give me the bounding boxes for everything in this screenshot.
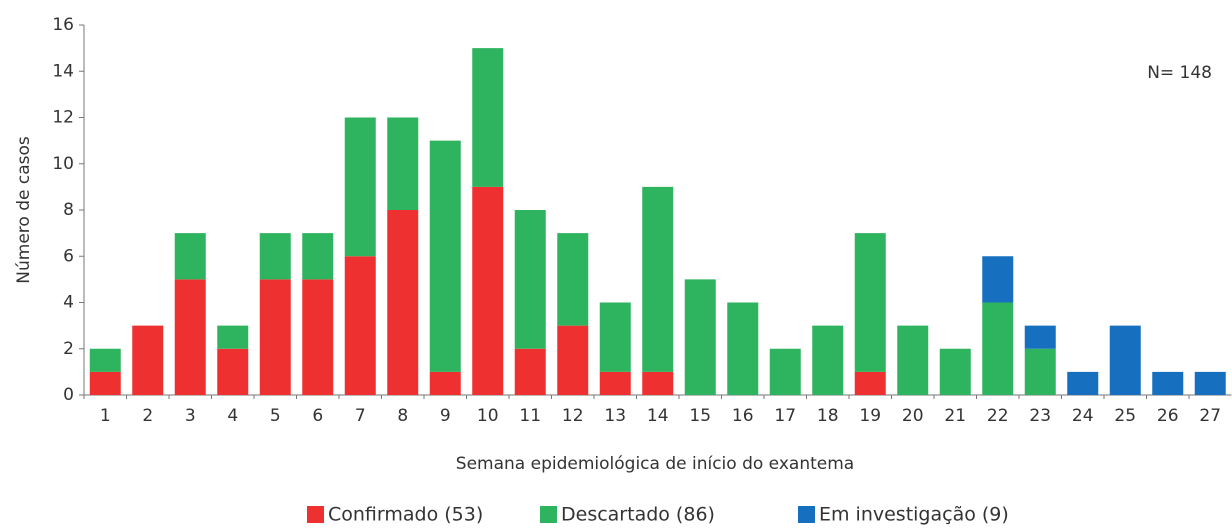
y-tick-label: 6 bbox=[63, 246, 74, 266]
x-tick-label: 5 bbox=[270, 406, 281, 426]
y-tick-label: 0 bbox=[63, 385, 74, 405]
bar-segment bbox=[1067, 371, 1099, 395]
x-tick-label: 15 bbox=[689, 406, 711, 426]
x-tick-label: 17 bbox=[774, 406, 796, 426]
x-tick-label: 2 bbox=[142, 406, 153, 426]
x-tick-label: 9 bbox=[440, 406, 451, 426]
y-axis-label: Número de casos bbox=[14, 136, 34, 284]
bar-segment bbox=[854, 233, 886, 372]
x-tick-label: 20 bbox=[902, 406, 924, 426]
x-tick-label: 26 bbox=[1157, 406, 1179, 426]
bar-segment bbox=[557, 325, 589, 395]
x-tick-label: 13 bbox=[604, 406, 626, 426]
x-tick-label: 16 bbox=[732, 406, 754, 426]
x-tick-label: 22 bbox=[987, 406, 1009, 426]
bar-segment bbox=[174, 279, 206, 395]
bar-segment bbox=[897, 325, 929, 395]
bar-segment bbox=[387, 210, 419, 395]
bar-segment bbox=[429, 140, 461, 372]
bar-segment bbox=[429, 371, 461, 395]
x-tick-label: 7 bbox=[355, 406, 366, 426]
bar-segment bbox=[344, 117, 376, 257]
y-tick-label: 4 bbox=[63, 293, 74, 313]
bar-segment bbox=[514, 210, 546, 349]
x-tick-label: 27 bbox=[1199, 406, 1221, 426]
bar-segment bbox=[259, 233, 291, 280]
x-tick-label: 21 bbox=[944, 406, 966, 426]
x-tick-label: 25 bbox=[1114, 406, 1136, 426]
bar-segment bbox=[769, 348, 801, 395]
bar-segment bbox=[642, 186, 674, 372]
bar-segment bbox=[344, 256, 376, 395]
legend-swatch bbox=[540, 506, 557, 523]
bar-segment bbox=[217, 348, 249, 395]
legend-label: Descartado (86) bbox=[561, 504, 715, 526]
bar-segment bbox=[684, 279, 716, 395]
x-tick-label: 23 bbox=[1029, 406, 1051, 426]
annotation: N= 148 bbox=[1147, 63, 1212, 83]
x-axis-label: Semana epidemiológica de início do exant… bbox=[456, 454, 854, 474]
y-tick-label: 16 bbox=[52, 15, 74, 35]
bar-segment bbox=[514, 348, 546, 395]
x-tick-label: 3 bbox=[185, 406, 196, 426]
legend-swatch bbox=[798, 506, 815, 523]
bar-segment bbox=[982, 302, 1014, 395]
bar-segment bbox=[599, 371, 631, 395]
legend-label: Confirmado (53) bbox=[328, 504, 483, 526]
bar-segment bbox=[1024, 325, 1056, 349]
bar-segment bbox=[217, 325, 249, 349]
x-tick-label: 4 bbox=[227, 406, 238, 426]
x-tick-label: 6 bbox=[312, 406, 323, 426]
bar-segment bbox=[132, 325, 164, 395]
bar-segment bbox=[387, 117, 419, 210]
bar-segment bbox=[259, 279, 291, 395]
bar-segment bbox=[557, 233, 589, 326]
legend-swatch bbox=[307, 506, 324, 523]
bar-segment bbox=[302, 233, 334, 280]
bar-segment bbox=[642, 371, 674, 395]
x-tick-label: 8 bbox=[397, 406, 408, 426]
bar-segment bbox=[472, 48, 504, 187]
y-tick-label: 8 bbox=[63, 200, 74, 220]
bar-segment bbox=[89, 371, 121, 395]
bar-segment bbox=[939, 348, 971, 395]
bar-segment bbox=[1109, 325, 1141, 395]
bar-segment bbox=[472, 186, 504, 395]
bar-segment bbox=[854, 371, 886, 395]
x-tick-label: 12 bbox=[562, 406, 584, 426]
x-tick-label: 11 bbox=[519, 406, 541, 426]
bar-segment bbox=[1024, 348, 1056, 395]
y-tick-label: 12 bbox=[52, 108, 74, 128]
bar-segment bbox=[1152, 371, 1184, 395]
bar-segment bbox=[89, 348, 121, 372]
x-tick-label: 18 bbox=[817, 406, 839, 426]
y-tick-label: 2 bbox=[63, 339, 74, 359]
bar-segment bbox=[812, 325, 844, 395]
y-tick-label: 10 bbox=[52, 154, 74, 174]
bar-segment bbox=[982, 256, 1014, 303]
x-tick-label: 1 bbox=[100, 406, 111, 426]
bar-segment bbox=[174, 233, 206, 280]
x-tick-label: 19 bbox=[859, 406, 881, 426]
x-tick-label: 10 bbox=[477, 406, 499, 426]
bar-segment bbox=[727, 302, 759, 395]
x-tick-label: 24 bbox=[1072, 406, 1094, 426]
bar-segment bbox=[302, 279, 334, 395]
y-tick-label: 14 bbox=[52, 61, 74, 81]
bar-segment bbox=[1194, 371, 1226, 395]
x-tick-label: 14 bbox=[647, 406, 669, 426]
bar-segment bbox=[599, 302, 631, 372]
legend-label: Em investigação (9) bbox=[819, 504, 1009, 526]
